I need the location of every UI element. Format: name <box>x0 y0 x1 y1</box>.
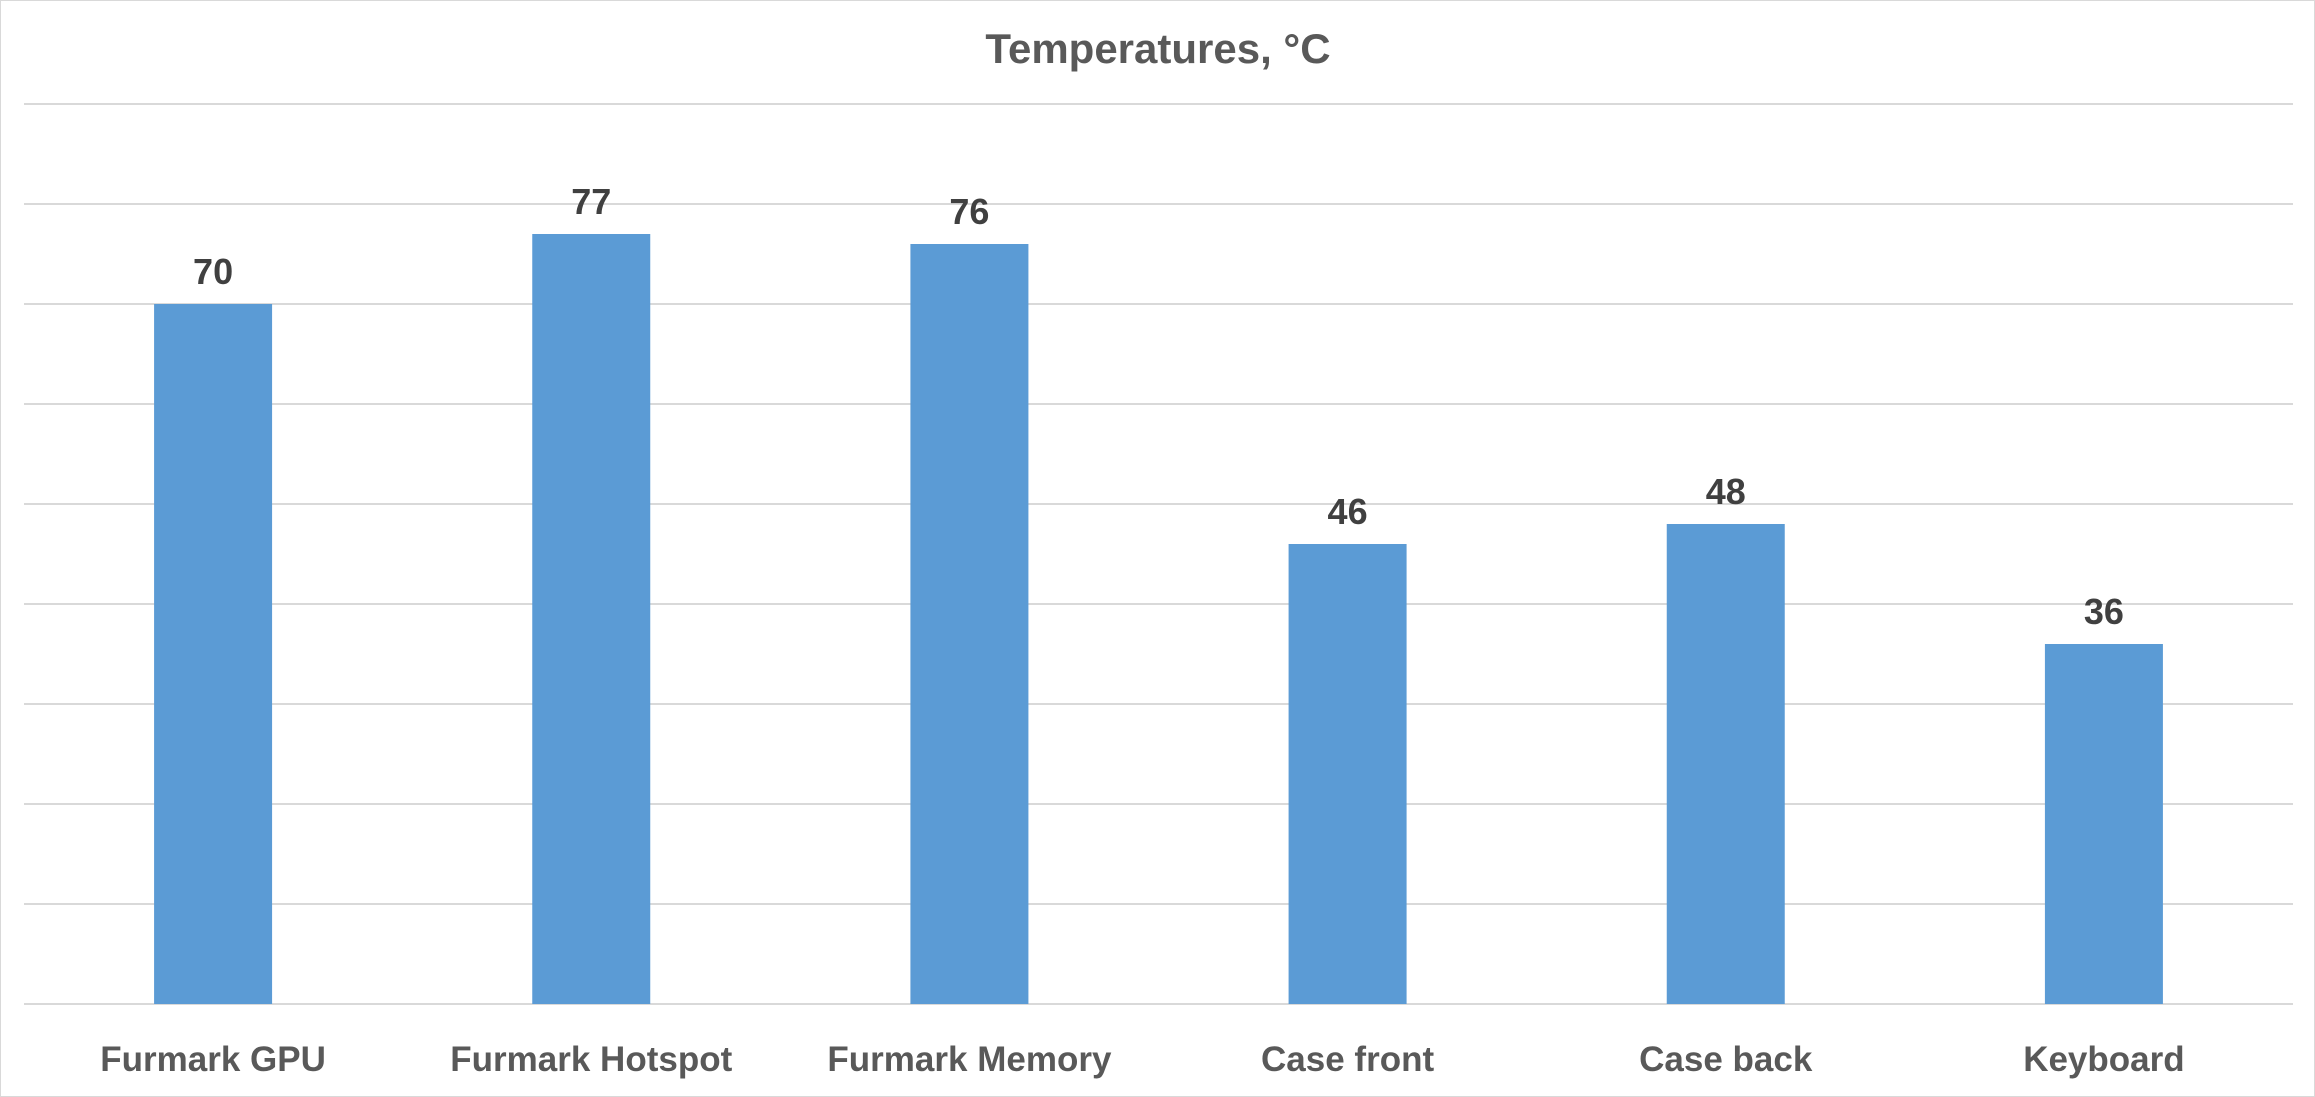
x-tick-labels: Furmark GPU Furmark Hotspot Furmark Memory… <box>100 1040 2184 1079</box>
data-label: 76 <box>949 191 989 232</box>
bar <box>532 234 651 1004</box>
chart-title: Temperatures, °C <box>985 25 1330 72</box>
x-tick-label: Keyboard <box>2023 1040 2184 1079</box>
data-labels: 70 77 76 46 48 36 <box>193 181 2124 632</box>
data-label: 48 <box>1706 471 1746 512</box>
x-tick-label: Case back <box>1639 1040 1813 1079</box>
x-tick-label: Furmark Memory <box>827 1040 1112 1079</box>
bar <box>910 244 1029 1004</box>
x-tick-label: Furmark GPU <box>100 1040 326 1079</box>
bar <box>1288 544 1407 1004</box>
bar <box>154 304 273 1004</box>
data-label: 46 <box>1328 491 1368 532</box>
data-label: 77 <box>571 181 611 222</box>
bars <box>154 234 2163 1004</box>
data-label: 70 <box>193 251 233 292</box>
gridlines <box>24 103 2293 1005</box>
x-tick-label: Furmark Hotspot <box>450 1040 732 1079</box>
x-tick-label: Case front <box>1261 1040 1434 1079</box>
bar <box>1666 524 1785 1004</box>
bar <box>2044 644 2163 1004</box>
data-label: 36 <box>2084 591 2124 632</box>
